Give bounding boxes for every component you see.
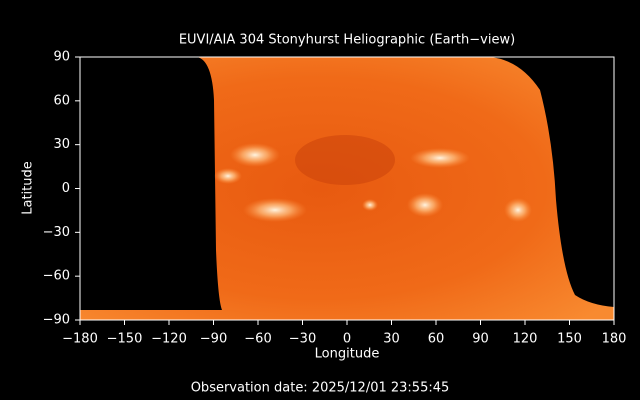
x-tick-label: 0 bbox=[343, 332, 351, 347]
x-tick-label: −180 bbox=[62, 332, 98, 347]
x-tick-label: 90 bbox=[472, 332, 489, 347]
x-tick-label: −30 bbox=[289, 332, 316, 347]
x-tick-label: −60 bbox=[244, 332, 271, 347]
y-tick-label: 60 bbox=[53, 93, 70, 108]
x-tick-label: 150 bbox=[557, 332, 582, 347]
y-axis-label: Latitude bbox=[21, 161, 36, 215]
x-tick-label: −150 bbox=[107, 332, 143, 347]
x-tick-label: −90 bbox=[200, 332, 227, 347]
y-tick-label: 0 bbox=[62, 181, 70, 196]
chart-title: EUVI/AIA 304 Stonyhurst Heliographic (Ea… bbox=[179, 33, 515, 48]
x-tick-label: 120 bbox=[513, 332, 538, 347]
x-tick-label: 180 bbox=[602, 332, 627, 347]
y-tick-label: 30 bbox=[53, 137, 70, 152]
x-tick-label: 30 bbox=[383, 332, 400, 347]
solar-image bbox=[80, 57, 614, 320]
x-tick-label: 60 bbox=[428, 332, 445, 347]
y-tick-label: −30 bbox=[43, 225, 70, 240]
y-tick-label: −60 bbox=[43, 269, 70, 284]
footer: Observation date: 2025/12/01 23:55:45 bbox=[191, 381, 450, 396]
x-tick-label: −120 bbox=[151, 332, 187, 347]
x-axis-label: Longitude bbox=[315, 347, 380, 362]
y-tick-label: 90 bbox=[53, 50, 70, 65]
y-tick-label: −90 bbox=[43, 313, 70, 328]
